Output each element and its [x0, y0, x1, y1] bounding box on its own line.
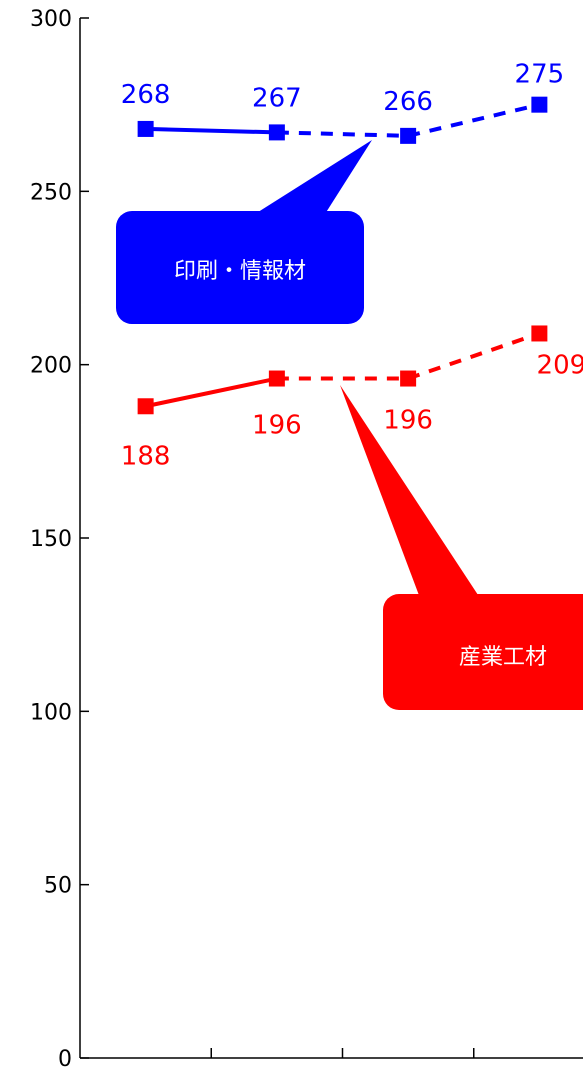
y-tick-label: 300 — [30, 7, 72, 32]
data-point-marker — [531, 96, 548, 113]
y-tick-label: 200 — [30, 354, 72, 379]
data-point-marker — [268, 124, 285, 141]
series-0: 268 267 266 275 — [121, 60, 564, 144]
callout-print-info-label: 印刷・情報材 — [174, 259, 306, 284]
callout-industrial: 産業工材 — [340, 385, 583, 710]
data-label: 209 — [537, 350, 583, 380]
series-line-segment — [407, 331, 541, 381]
data-label: 266 — [383, 87, 433, 117]
y-tick-label: 100 — [30, 700, 72, 725]
data-point-marker — [400, 370, 417, 387]
y-tick-label: 150 — [30, 527, 72, 552]
callout-industrial-box — [383, 594, 583, 710]
data-point-marker — [137, 120, 154, 137]
data-point-marker — [531, 325, 548, 342]
callout-print-info-box — [116, 211, 364, 324]
y-tick-label: 50 — [44, 874, 72, 899]
data-label: 275 — [515, 60, 565, 90]
series-line-segment — [145, 126, 277, 135]
callout-print-info-pointer — [255, 140, 372, 214]
data-label: 267 — [252, 83, 302, 113]
y-tick-label: 0 — [58, 1047, 72, 1072]
x-ticks — [210, 1048, 475, 1058]
series-line-segment — [145, 376, 278, 409]
data-point-marker — [268, 370, 285, 387]
data-label: 268 — [121, 80, 171, 110]
data-label: 188 — [121, 441, 171, 471]
series-1: 188 196 196 209 — [121, 325, 583, 471]
series-line-segment — [276, 130, 409, 138]
data-point-marker — [137, 398, 154, 415]
y-tick-label: 250 — [30, 180, 72, 205]
callout-industrial-pointer — [340, 385, 480, 598]
data-label: 196 — [252, 411, 302, 441]
y-ticks: 0 50 100 150 200 250 300 — [30, 7, 89, 1072]
data-point-marker — [400, 127, 417, 144]
callout-print-info: 印刷・情報材 — [116, 140, 372, 324]
series-group: 268 267 266 275 188 196 196 209 — [121, 60, 583, 472]
callout-industrial-label: 産業工材 — [459, 645, 547, 670]
series-line-segment — [407, 102, 540, 138]
data-label: 196 — [383, 406, 433, 436]
